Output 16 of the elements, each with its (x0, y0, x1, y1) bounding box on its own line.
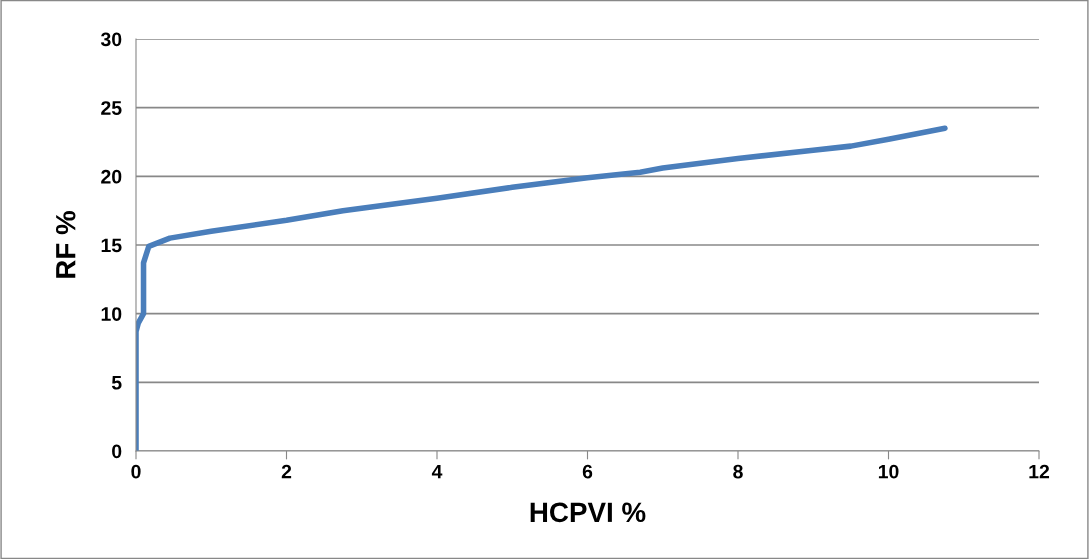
y-tick-label: 30 (100, 32, 122, 47)
x-tick-label: 8 (733, 464, 743, 479)
x-tick-label: 0 (131, 464, 141, 479)
y-tick-label: 15 (101, 238, 122, 253)
y-tick-label: 10 (101, 307, 122, 321)
y-tick-label: 25 (101, 101, 122, 115)
y-tick-label: 0 (112, 444, 122, 459)
x-tick-label: 12 (1029, 464, 1050, 479)
y-axis-title: RF % (55, 211, 76, 278)
x-tick-label: 6 (582, 464, 593, 479)
x-tick-label: 10 (878, 464, 899, 479)
y-tick-label: 20 (101, 169, 122, 184)
y-tick-label: 5 (111, 376, 122, 390)
x-tick-label: 4 (431, 464, 443, 479)
x-tick-label: 2 (281, 464, 292, 479)
x-axis-title: HCPVI % (530, 502, 646, 523)
